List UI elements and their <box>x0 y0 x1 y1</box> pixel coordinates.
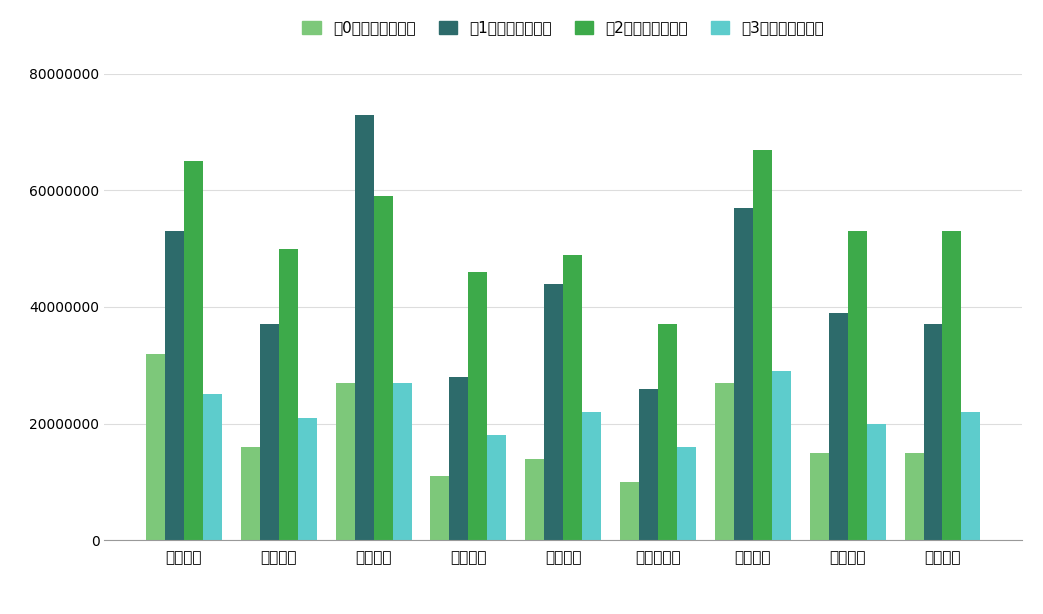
Bar <box>923 324 943 540</box>
Bar <box>809 453 829 540</box>
Bar <box>639 389 658 540</box>
Bar <box>904 453 923 540</box>
Bar <box>355 114 373 540</box>
Bar <box>431 476 450 540</box>
Bar <box>526 459 544 540</box>
Legend: 第0回平均ボーダー, 第1回平均ボーダー, 第2回平均ボーダー, 第3回平均ボーダー: 第0回平均ボーダー, 第1回平均ボーダー, 第2回平均ボーダー, 第3回平均ボー… <box>302 21 824 36</box>
Bar <box>621 482 639 540</box>
Bar <box>203 395 222 540</box>
Bar <box>336 383 355 540</box>
Bar <box>734 208 753 540</box>
Bar <box>184 161 203 540</box>
Bar <box>260 324 278 540</box>
Bar <box>278 249 297 540</box>
Bar <box>468 272 487 540</box>
Bar <box>487 435 506 540</box>
Bar <box>658 324 677 540</box>
Bar <box>714 383 734 540</box>
Bar <box>677 447 696 540</box>
Bar <box>544 284 563 540</box>
Bar <box>450 377 468 540</box>
Bar <box>392 383 412 540</box>
Bar <box>297 418 317 540</box>
Bar <box>753 149 772 540</box>
Bar <box>146 354 165 540</box>
Bar <box>563 254 582 540</box>
Bar <box>772 371 791 540</box>
Bar <box>373 196 392 540</box>
Bar <box>582 412 601 540</box>
Bar <box>848 231 867 540</box>
Bar <box>867 424 886 540</box>
Bar <box>165 231 184 540</box>
Bar <box>829 313 848 540</box>
Bar <box>962 412 980 540</box>
Bar <box>241 447 260 540</box>
Bar <box>943 231 962 540</box>
